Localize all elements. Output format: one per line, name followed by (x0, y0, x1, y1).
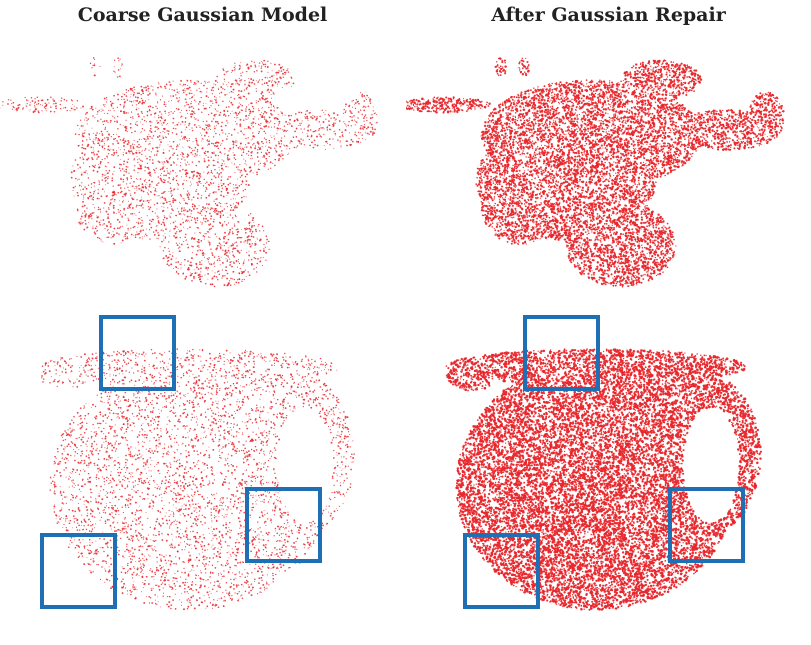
highlight-box-3 (463, 533, 540, 609)
repaired-pitcher-panel (406, 305, 811, 645)
point-cloud-points (406, 57, 785, 288)
point-cloud-points (41, 348, 355, 611)
highlight-box-3 (40, 533, 117, 609)
coarse-pitcher-panel (0, 305, 405, 645)
coarse-elephant-panel (0, 45, 405, 300)
highlight-box-2 (245, 487, 322, 563)
repaired-model-title: After Gaussian Repair (406, 4, 811, 26)
point-cloud-points (445, 348, 763, 611)
highlight-box-2 (668, 487, 745, 563)
coarse-pitcher-pointcloud (40, 315, 355, 611)
repaired-pitcher-pointcloud (445, 315, 763, 611)
coarse-model-title: Coarse Gaussian Model (0, 4, 405, 26)
repaired-elephant-pointcloud (406, 57, 785, 288)
coarse-elephant-pointcloud (0, 57, 378, 288)
repaired-elephant-panel (406, 45, 811, 300)
highlight-box-1 (99, 315, 176, 391)
highlight-box-1 (523, 315, 600, 391)
point-cloud-points (0, 57, 378, 288)
